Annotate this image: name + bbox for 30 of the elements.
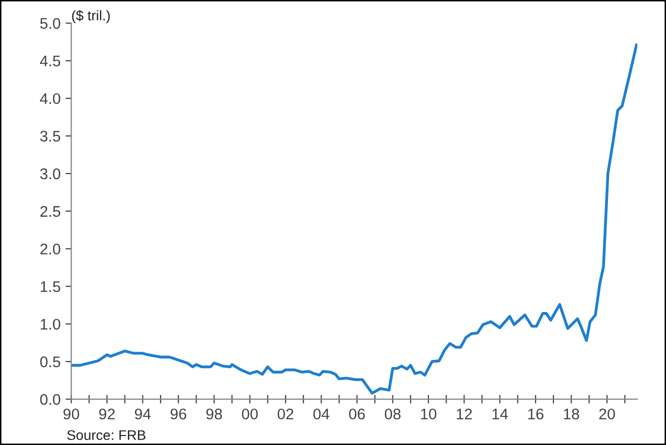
y-tick-label: 5.0 [40,18,60,29]
x-tick-label: 02 [278,408,294,420]
x-tick-label: 90 [63,408,80,420]
y-axis-title: ($ tril.) [72,10,110,24]
x-tick-label: 12 [456,408,472,420]
x-tick-label: 10 [421,408,436,420]
x-tick-label: 20 [599,408,615,420]
x-tick-label: 14 [492,408,508,420]
y-tick-label: 0.0 [40,394,60,405]
x-tick-label: 16 [528,408,544,420]
y-tick-label: 1.0 [40,318,60,330]
x-tick-label: 96 [170,408,186,420]
y-tick-label: 0.5 [40,356,60,368]
x-tick-label: 08 [384,408,401,420]
x-tick-label: 00 [242,408,258,420]
y-tick-label: 1.5 [40,281,60,292]
x-tick-label: 06 [349,408,365,420]
y-tick-label: 3.0 [40,168,60,180]
x-tick-label: 92 [99,408,115,420]
y-tick-label: 2.5 [40,206,60,217]
x-tick-label: 04 [313,408,330,420]
source-note: Source: FRB [67,430,146,440]
line-series [71,44,638,395]
x-tick-label: 94 [134,408,151,420]
x-tick-label: 98 [206,408,222,420]
y-tick-label: 4.5 [40,56,60,66]
y-tick-label: 3.5 [40,130,60,142]
x-tick-label: 18 [564,408,580,420]
y-tick-label: 4.0 [40,93,60,104]
y-tick-label: 2.0 [40,244,60,254]
